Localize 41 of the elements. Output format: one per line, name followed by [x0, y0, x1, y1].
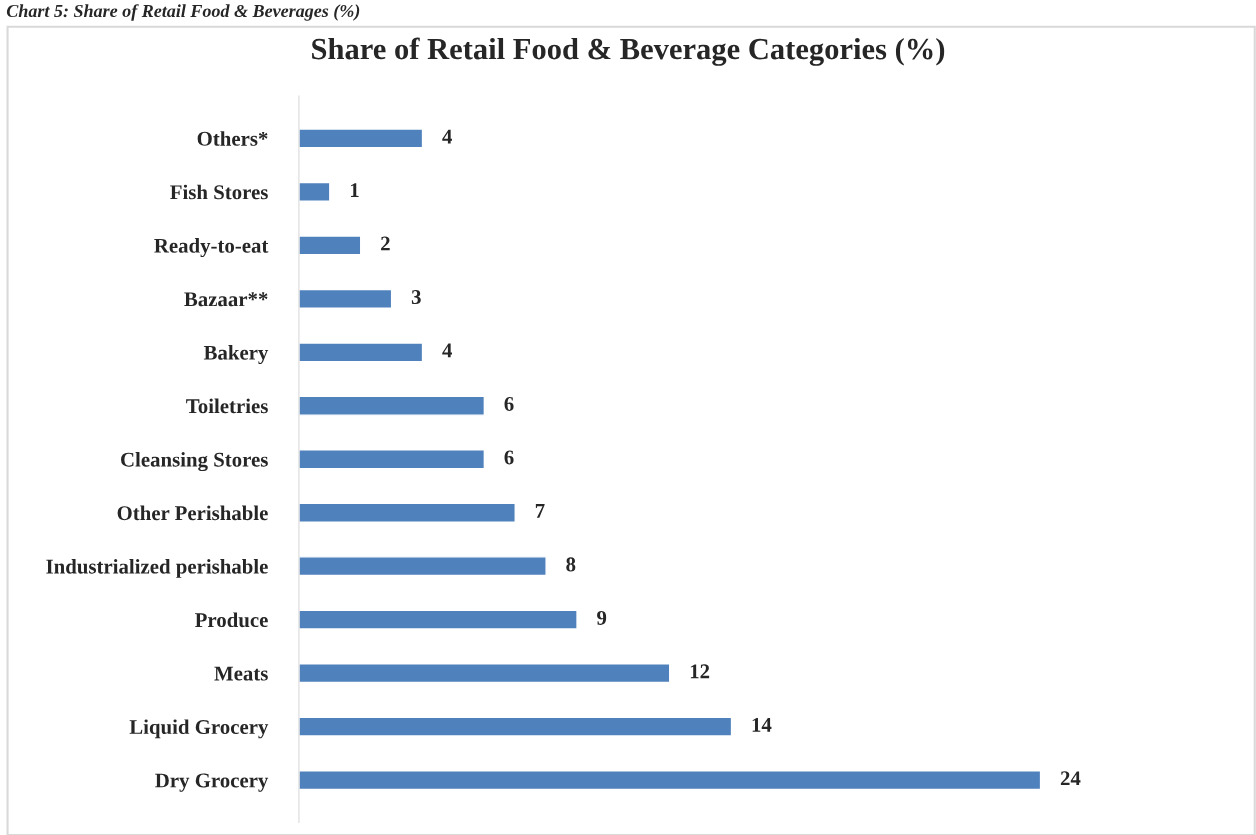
y-tick-label: Others*	[197, 131, 268, 146]
bar	[298, 609, 578, 630]
y-tick-label: Bakery	[203, 345, 269, 365]
bar	[298, 449, 486, 470]
bar	[298, 395, 486, 416]
data-label: 4	[442, 129, 453, 144]
data-label: 14	[752, 717, 772, 732]
y-tick-label: Industrialized perishable	[46, 558, 268, 578]
bar	[298, 770, 1042, 791]
data-label: 6	[504, 450, 514, 465]
bar	[298, 716, 733, 737]
y-tick-label: Ready-to-eat	[154, 238, 269, 258]
data-label: 4	[442, 343, 453, 358]
y-tick-label: Fish Stores	[170, 184, 268, 200]
y-tick-label: Produce	[195, 612, 268, 628]
bar	[298, 502, 516, 523]
y-tick-label: Meats	[214, 666, 268, 681]
y-tick-label: Liquid Grocery	[129, 719, 269, 739]
bar	[298, 181, 331, 202]
data-label: 2	[381, 236, 390, 251]
y-tick-label: Other Perishable	[117, 505, 268, 521]
data-label: 12	[690, 664, 710, 679]
bar	[298, 556, 547, 577]
bar	[298, 342, 424, 363]
bar	[298, 663, 671, 684]
data-label: 7	[535, 504, 545, 518]
data-label: 24	[1060, 771, 1081, 786]
bar	[298, 128, 424, 149]
y-tick-label: Cleansing Stores	[121, 452, 268, 472]
bar	[298, 235, 362, 256]
caption: Chart 5: Share of Retail Food & Beverages (%)	[6, 4, 360, 21]
y-tick-label: Dry Grocery	[155, 773, 269, 792]
y-tick-label: Toiletries	[186, 398, 268, 414]
data-label: 3	[411, 290, 421, 305]
y-tick-label: Bazaar**	[184, 292, 268, 307]
data-label: 9	[597, 610, 607, 625]
bar	[298, 288, 393, 309]
data-label: 8	[566, 557, 576, 572]
data-label: 6	[504, 396, 514, 411]
chart-title: Share of Retail Food & Beverage Categories (%)	[312, 37, 945, 66]
data-label: 1	[350, 183, 359, 197]
